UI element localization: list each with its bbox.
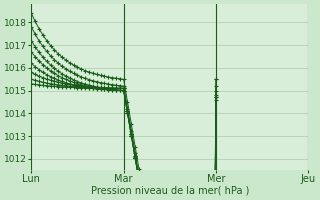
X-axis label: Pression niveau de la mer( hPa ): Pression niveau de la mer( hPa ) <box>91 186 249 196</box>
